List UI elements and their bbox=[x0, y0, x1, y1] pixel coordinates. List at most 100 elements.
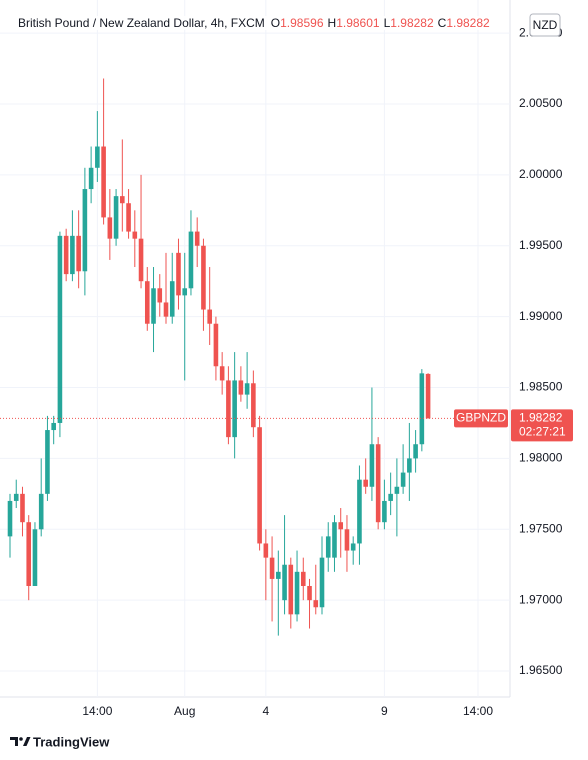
candle-body bbox=[369, 444, 375, 487]
candle-body bbox=[394, 486, 400, 494]
candle-body bbox=[120, 196, 125, 204]
candle-body bbox=[263, 543, 269, 558]
candle-body bbox=[20, 493, 25, 523]
candle-body bbox=[45, 430, 50, 494]
candle-body bbox=[307, 585, 312, 601]
candle-body bbox=[388, 493, 393, 501]
candle-body bbox=[26, 522, 32, 586]
candle-body bbox=[419, 373, 425, 445]
candle-body bbox=[63, 235, 69, 275]
y-tick-label: 1.97500 bbox=[519, 521, 563, 535]
candle-body bbox=[188, 231, 194, 289]
y-tick-label: 1.97000 bbox=[519, 592, 563, 606]
candle-body bbox=[95, 146, 100, 168]
candle-body bbox=[213, 323, 219, 367]
candle-body bbox=[425, 373, 431, 419]
logo-slash bbox=[23, 737, 31, 746]
y-tick-label: 1.99000 bbox=[519, 309, 563, 323]
price-tag: 1.98282 bbox=[519, 411, 563, 425]
candle-body bbox=[57, 235, 63, 423]
axes: 1.96500 1.97000 1.97500 1.98000 1.98500 1.990… bbox=[82, 25, 573, 718]
candle-body bbox=[163, 302, 169, 317]
candle-body bbox=[375, 444, 381, 523]
candle-body bbox=[207, 309, 212, 324]
candle-body bbox=[82, 189, 88, 272]
candle-body bbox=[276, 571, 281, 579]
y-tick-label: 1.98500 bbox=[519, 380, 563, 394]
y-tick-label: 1.99500 bbox=[519, 238, 563, 252]
x-tick-label: 14:00 bbox=[82, 704, 112, 718]
logo-mark bbox=[10, 737, 18, 746]
candle-body bbox=[169, 281, 175, 317]
candle-body bbox=[226, 380, 231, 438]
legend-value: 1.98282 bbox=[390, 16, 434, 30]
candle-body bbox=[300, 571, 306, 586]
symbol-title: British Pound / New Zealand Dollar, 4h, … bbox=[18, 16, 265, 30]
candle-body bbox=[182, 288, 188, 296]
candle-body bbox=[282, 564, 287, 601]
candle-body bbox=[244, 383, 250, 395]
currency[interactable]: NZD bbox=[533, 18, 558, 32]
candle-body bbox=[350, 543, 356, 551]
candle-body bbox=[357, 479, 362, 544]
candle-body bbox=[126, 203, 131, 232]
countdown: 02:27:21 bbox=[519, 425, 566, 439]
legend-value: 1.98596 bbox=[280, 16, 324, 30]
price-tag-bg bbox=[511, 409, 573, 442]
candle-body bbox=[313, 600, 319, 608]
candle-body bbox=[101, 146, 106, 218]
candle-body bbox=[413, 444, 418, 459]
y-tick-label: 1.96500 bbox=[519, 663, 563, 677]
currency-box[interactable] bbox=[529, 13, 561, 37]
candle-body bbox=[400, 472, 406, 487]
candle-body bbox=[7, 500, 13, 537]
symbol-tag-bg bbox=[454, 409, 508, 428]
y-tick-label: 2.00500 bbox=[519, 96, 563, 110]
candle-body bbox=[382, 500, 387, 523]
candle-body bbox=[319, 557, 325, 608]
candle-body bbox=[338, 522, 344, 530]
candle-body bbox=[13, 493, 19, 501]
x-tick-label: 4 bbox=[262, 704, 269, 718]
candle-body bbox=[288, 564, 294, 615]
candle-body bbox=[219, 366, 225, 381]
x-tick-label: 14:00 bbox=[463, 704, 493, 718]
candle-body bbox=[70, 235, 75, 275]
grid bbox=[0, 0, 510, 697]
candle-body bbox=[176, 252, 181, 296]
candle-body bbox=[257, 427, 262, 544]
logo-dot bbox=[19, 737, 23, 741]
candle-body bbox=[251, 383, 256, 428]
candle-body bbox=[194, 231, 200, 246]
symbol-tag: GBPNZD bbox=[456, 411, 506, 425]
candle-body bbox=[113, 196, 119, 239]
brand: TradingView bbox=[33, 734, 110, 749]
y-tick-label: 1.98000 bbox=[519, 451, 563, 465]
candle-body bbox=[232, 380, 237, 438]
candle-body bbox=[332, 522, 337, 558]
legend-key: H bbox=[327, 16, 337, 30]
candle-body bbox=[51, 422, 56, 431]
candle-body bbox=[88, 167, 94, 190]
candle-body bbox=[344, 529, 350, 551]
candle-body bbox=[107, 217, 113, 239]
x-tick-label: Aug bbox=[174, 704, 195, 718]
x-tick-label: 9 bbox=[381, 704, 388, 718]
candle-body bbox=[363, 479, 368, 487]
legend: British Pound / New Zealand Dollar, 4h, … bbox=[18, 16, 508, 30]
candle-body bbox=[269, 557, 275, 579]
legend-key: O bbox=[270, 16, 281, 30]
candle-body bbox=[38, 493, 44, 530]
candle-body bbox=[132, 231, 138, 239]
candles bbox=[0, 78, 454, 636]
candle-body bbox=[32, 529, 38, 586]
candle-body bbox=[201, 245, 206, 310]
candle-body bbox=[325, 536, 331, 558]
candle-body bbox=[138, 238, 144, 282]
candle-body bbox=[76, 235, 81, 272]
candle-body bbox=[238, 380, 244, 395]
candle-body bbox=[407, 458, 412, 473]
candle-body bbox=[157, 288, 163, 303]
